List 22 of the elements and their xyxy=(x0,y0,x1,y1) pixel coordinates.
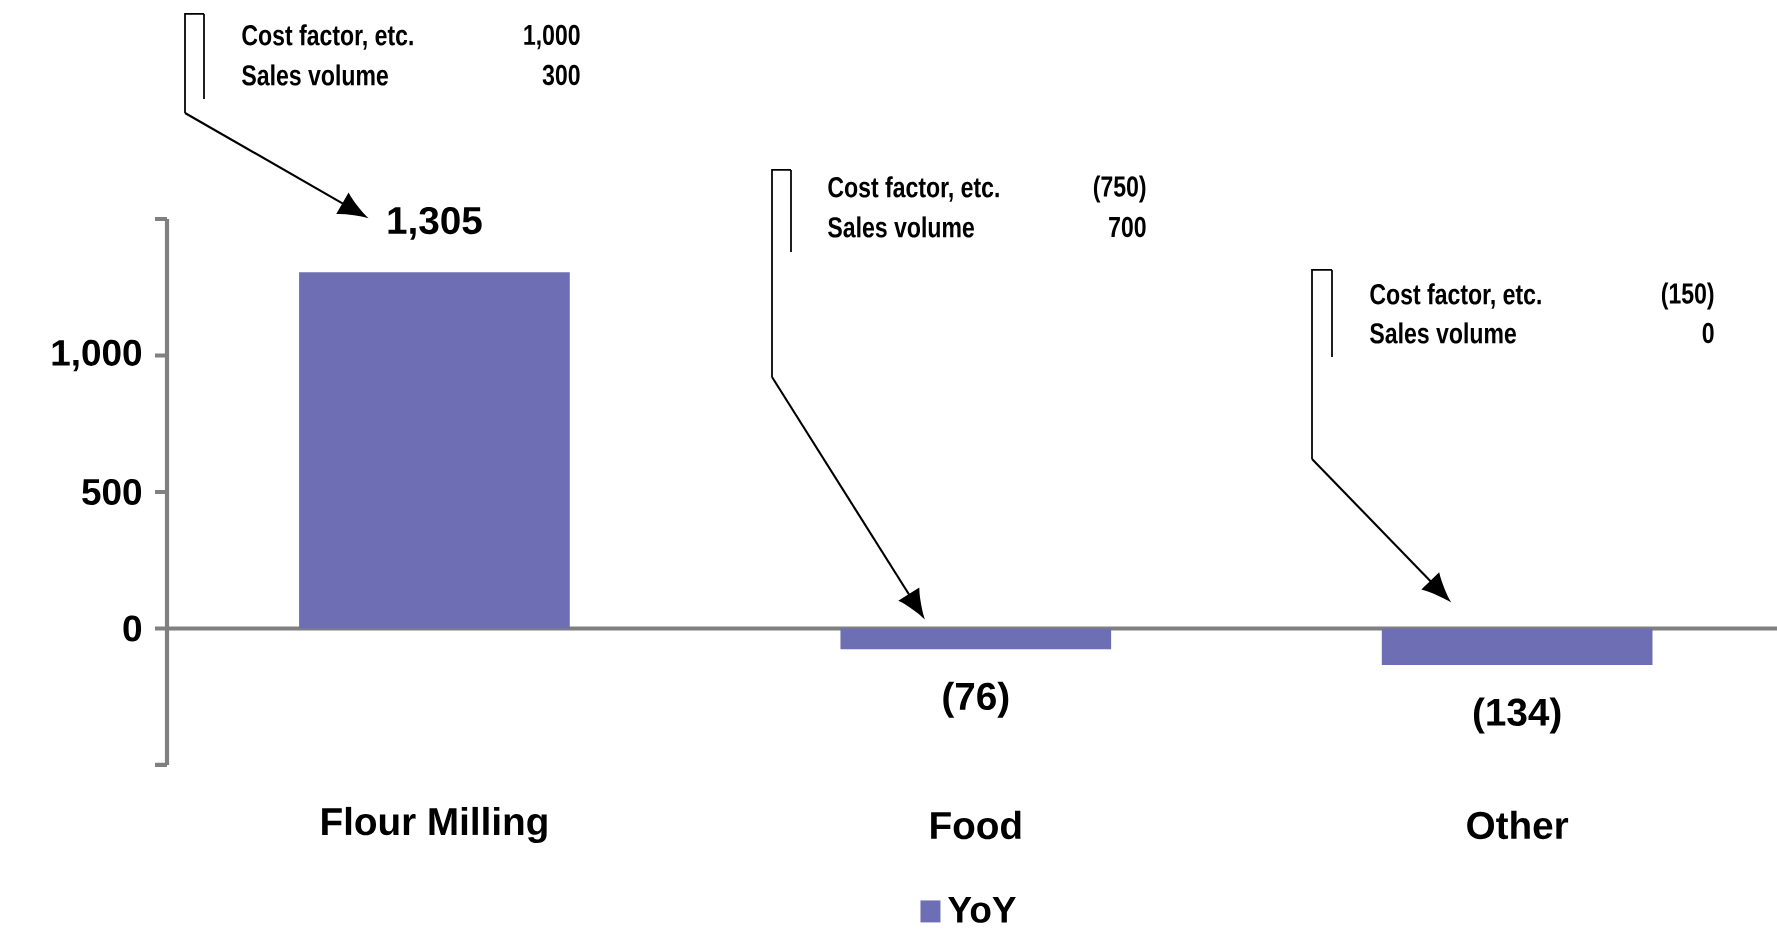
x-tick-label: Food xyxy=(931,810,1021,840)
text: Cost factor, etc. xyxy=(828,176,999,202)
y-tick-label: 1,000 xyxy=(52,339,142,372)
data-label: (134) xyxy=(1473,697,1561,734)
annotation: Sales volume xyxy=(1370,322,1516,344)
annotation: 700 xyxy=(1109,216,1146,238)
text: (750) xyxy=(1093,175,1146,203)
annotation: Sales volume xyxy=(828,216,974,238)
data-label: (76) xyxy=(943,681,1009,718)
text: 1,000 xyxy=(524,24,580,50)
text: 300 xyxy=(542,64,580,86)
y-tick-label: 0 xyxy=(123,615,142,642)
x-tick-label: Flour Milling xyxy=(322,806,547,844)
y-tick-label: 500 xyxy=(82,478,142,506)
x-tick-label: Other xyxy=(1467,810,1569,840)
text: Cost factor, etc. xyxy=(242,24,413,50)
legend-label: YoY xyxy=(948,897,1016,923)
text: Sales volume xyxy=(242,64,388,86)
annotation: Cost factor, etc. xyxy=(1370,283,1541,309)
data-label: 1,305 xyxy=(388,206,482,240)
annotation: 0 xyxy=(1702,322,1714,344)
annotation: (150) xyxy=(1661,282,1714,310)
